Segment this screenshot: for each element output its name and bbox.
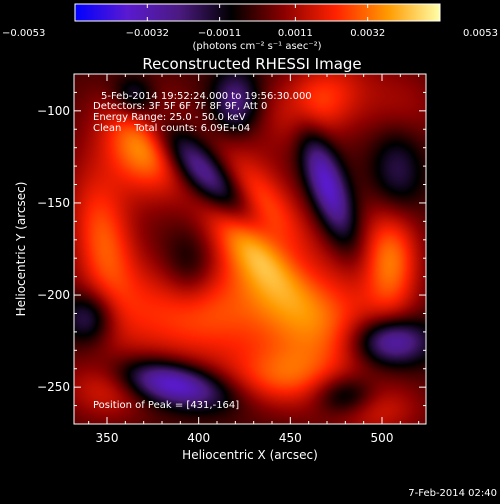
- colorbar-tick-label: 0.0011: [278, 28, 313, 39]
- chart-title: Reconstructed RHESSI Image: [142, 55, 361, 73]
- annotation-detectors: Detectors: 3F 5F 6F 7F 8F 9F, Att 0: [93, 101, 267, 112]
- colorbar-tick-label: −0.0032: [126, 28, 169, 39]
- colorbar-tick-label: 0.0032: [350, 28, 385, 39]
- x-tick-label: 500: [371, 431, 394, 445]
- annotation-time-range: 5-Feb-2014 19:52:24.000 to 19:56:30.000: [101, 91, 312, 102]
- y-axis-label: Heliocentric Y (arcsec): [14, 182, 28, 317]
- y-tick-label: −250: [37, 380, 70, 394]
- plot-frame: [73, 73, 427, 425]
- annotation-clean-counts: Clean Total counts: 6.09E+04: [93, 123, 250, 134]
- y-tick-label: −200: [37, 288, 70, 302]
- y-tick-labels: −100 −150 −200 −250: [37, 104, 70, 394]
- colorbar-tick-label: 0.0053: [463, 28, 498, 39]
- x-tick-label: 350: [96, 431, 119, 445]
- y-tick-label: −100: [37, 104, 70, 118]
- colorbar-ticks: [74, 4, 441, 21]
- annotation-peak-position: Position of Peak = [431,-164]: [93, 400, 239, 411]
- x-axis-label: Heliocentric X (arcsec): [182, 448, 318, 462]
- timestamp: 7-Feb-2014 02:40: [408, 488, 497, 499]
- plot-area: [74, 74, 426, 424]
- x-tick-label: 450: [279, 431, 302, 445]
- colorbar-tick-labels: −0.0053 −0.0032 −0.0011 0.0011 0.0032 0.0053: [2, 28, 498, 39]
- colorbar: −0.0053 −0.0032 −0.0011 0.0011 0.0032 0.0053 …: [2, 3, 498, 52]
- plot-annotations: 5-Feb-2014 19:52:24.000 to 19:56:30.000 …: [93, 91, 312, 411]
- colorbar-tick-label: −0.0011: [198, 28, 241, 39]
- axis-ticks: [74, 73, 426, 425]
- x-tick-labels: 350 400 450 500: [96, 431, 394, 445]
- heatmap-image: [74, 74, 426, 424]
- y-tick-label: −150: [37, 196, 70, 210]
- x-tick-label: 400: [187, 431, 210, 445]
- annotation-energy-range: Energy Range: 25.0 - 50.0 keV: [93, 112, 246, 123]
- colorbar-unit-label: (photons cm⁻² s⁻¹ asec⁻²): [192, 41, 321, 52]
- colorbar-bar: [74, 3, 441, 22]
- colorbar-tick-label: −0.0053: [2, 28, 45, 39]
